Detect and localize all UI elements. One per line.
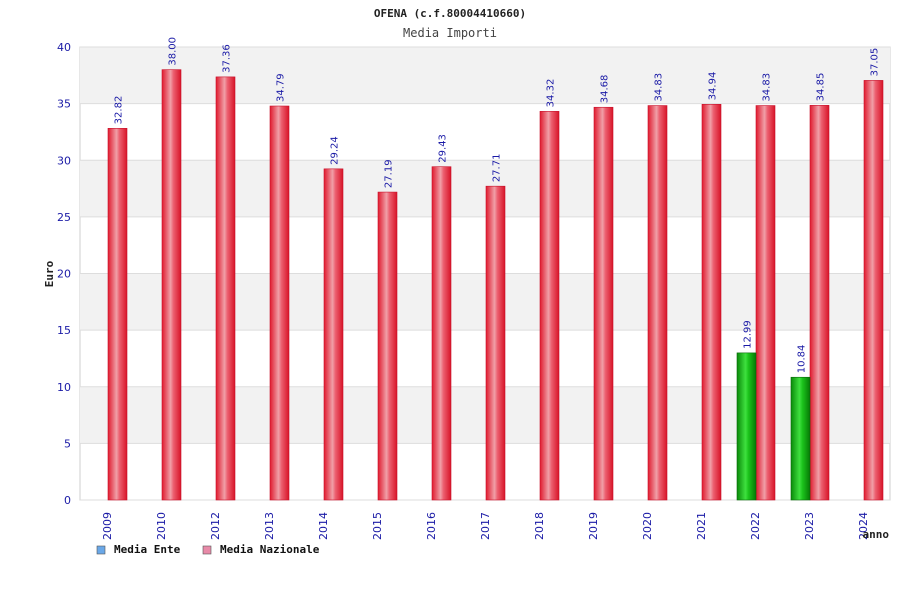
grid-band — [80, 47, 890, 104]
y-axis-ticks: 0 5 10 15 20 25 30 35 40 — [57, 41, 71, 507]
x-tick-label: 2013 — [263, 512, 276, 540]
value-label-media-nazionale: 29.43 — [438, 134, 449, 163]
value-label-media-nazionale: 34.79 — [276, 73, 287, 102]
bar-media-nazionale — [755, 105, 776, 501]
x-tick-label: 2022 — [749, 512, 762, 540]
y-tick-label: 15 — [57, 324, 71, 337]
bar-media-nazionale — [539, 111, 560, 501]
bar-media-nazionale — [323, 168, 344, 501]
legend-label: Media Nazionale — [220, 543, 320, 556]
bar-media-ente — [736, 352, 757, 501]
value-label-media-nazionale: 32.82 — [114, 96, 125, 125]
x-tick-label: 2009 — [101, 512, 114, 540]
chart-subtitle: Media Importi — [403, 26, 497, 40]
legend-label: Media Ente — [114, 543, 181, 556]
bar-media-nazionale — [809, 105, 830, 501]
y-tick-label: 5 — [64, 437, 71, 450]
y-tick-label: 10 — [57, 381, 71, 394]
y-tick-label: 35 — [57, 98, 71, 111]
bar-media-nazionale — [161, 69, 182, 501]
bar-media-ente — [790, 376, 811, 501]
bar-media-nazionale — [215, 76, 236, 501]
legend-swatch — [202, 545, 212, 555]
y-tick-label: 0 — [64, 494, 71, 507]
value-label-media-nazionale: 34.83 — [654, 73, 665, 102]
value-label-media-nazionale: 34.94 — [708, 72, 719, 101]
chart-title: OFENA (c.f.80004410660) — [374, 7, 526, 20]
x-tick-label: 2019 — [587, 512, 600, 540]
value-label-media-nazionale: 34.32 — [546, 79, 557, 108]
bar-media-nazionale — [701, 104, 722, 501]
bar-media-nazionale — [647, 105, 668, 501]
x-axis-ticks: 2009 2010 2012 2013 2014 2015 2016 2017 2018 2019… — [101, 512, 870, 540]
x-tick-label: 2020 — [641, 512, 654, 540]
x-tick-label: 2018 — [533, 512, 546, 540]
x-tick-label: 2012 — [209, 512, 222, 540]
grid-band — [80, 160, 890, 217]
legend-swatch — [96, 545, 106, 555]
y-tick-label: 30 — [57, 154, 71, 167]
x-tick-label: 2016 — [425, 512, 438, 540]
y-axis-label: Euro — [43, 260, 56, 287]
y-tick-label: 25 — [57, 211, 71, 224]
x-tick-label: 2023 — [803, 512, 816, 540]
bar-media-nazionale — [269, 105, 290, 501]
grid-band — [80, 273, 890, 331]
value-label-media-nazionale: 34.85 — [816, 73, 827, 102]
value-label-media-nazionale: 27.19 — [384, 159, 395, 188]
value-label-media-ente: 12.99 — [743, 320, 754, 349]
value-label-media-nazionale: 38.00 — [168, 37, 179, 66]
value-label-media-nazionale: 37.36 — [222, 44, 233, 73]
value-label-media-ente: 10.84 — [797, 345, 808, 374]
x-tick-label: 2021 — [695, 512, 708, 540]
bar-media-nazionale — [377, 191, 398, 501]
x-tick-label: 2024 — [857, 512, 870, 540]
bars — [107, 69, 884, 501]
bar-media-nazionale — [107, 128, 128, 501]
value-labels: 32.82 38.00 37.36 34.79 29.24 27.19 29.43 27.71… — [114, 37, 881, 373]
x-tick-label: 2014 — [317, 512, 330, 540]
x-tick-label: 2017 — [479, 512, 492, 540]
value-label-media-nazionale: 34.68 — [600, 75, 611, 104]
value-label-media-nazionale: 37.05 — [870, 48, 881, 77]
bar-media-nazionale — [593, 106, 614, 501]
bar-media-nazionale — [863, 80, 884, 501]
y-tick-label: 20 — [57, 268, 71, 281]
value-label-media-nazionale: 27.71 — [492, 154, 503, 183]
x-axis-label: anno — [863, 528, 890, 541]
legend: Media Ente Media Nazionale — [96, 543, 320, 556]
bar-media-nazionale — [485, 185, 506, 501]
value-label-media-nazionale: 29.24 — [330, 136, 341, 165]
y-tick-label: 40 — [57, 41, 71, 54]
x-tick-label: 2015 — [371, 512, 384, 540]
bar-media-nazionale — [431, 166, 452, 501]
x-tick-label: 2010 — [155, 512, 168, 540]
value-label-media-nazionale: 34.83 — [762, 73, 773, 102]
